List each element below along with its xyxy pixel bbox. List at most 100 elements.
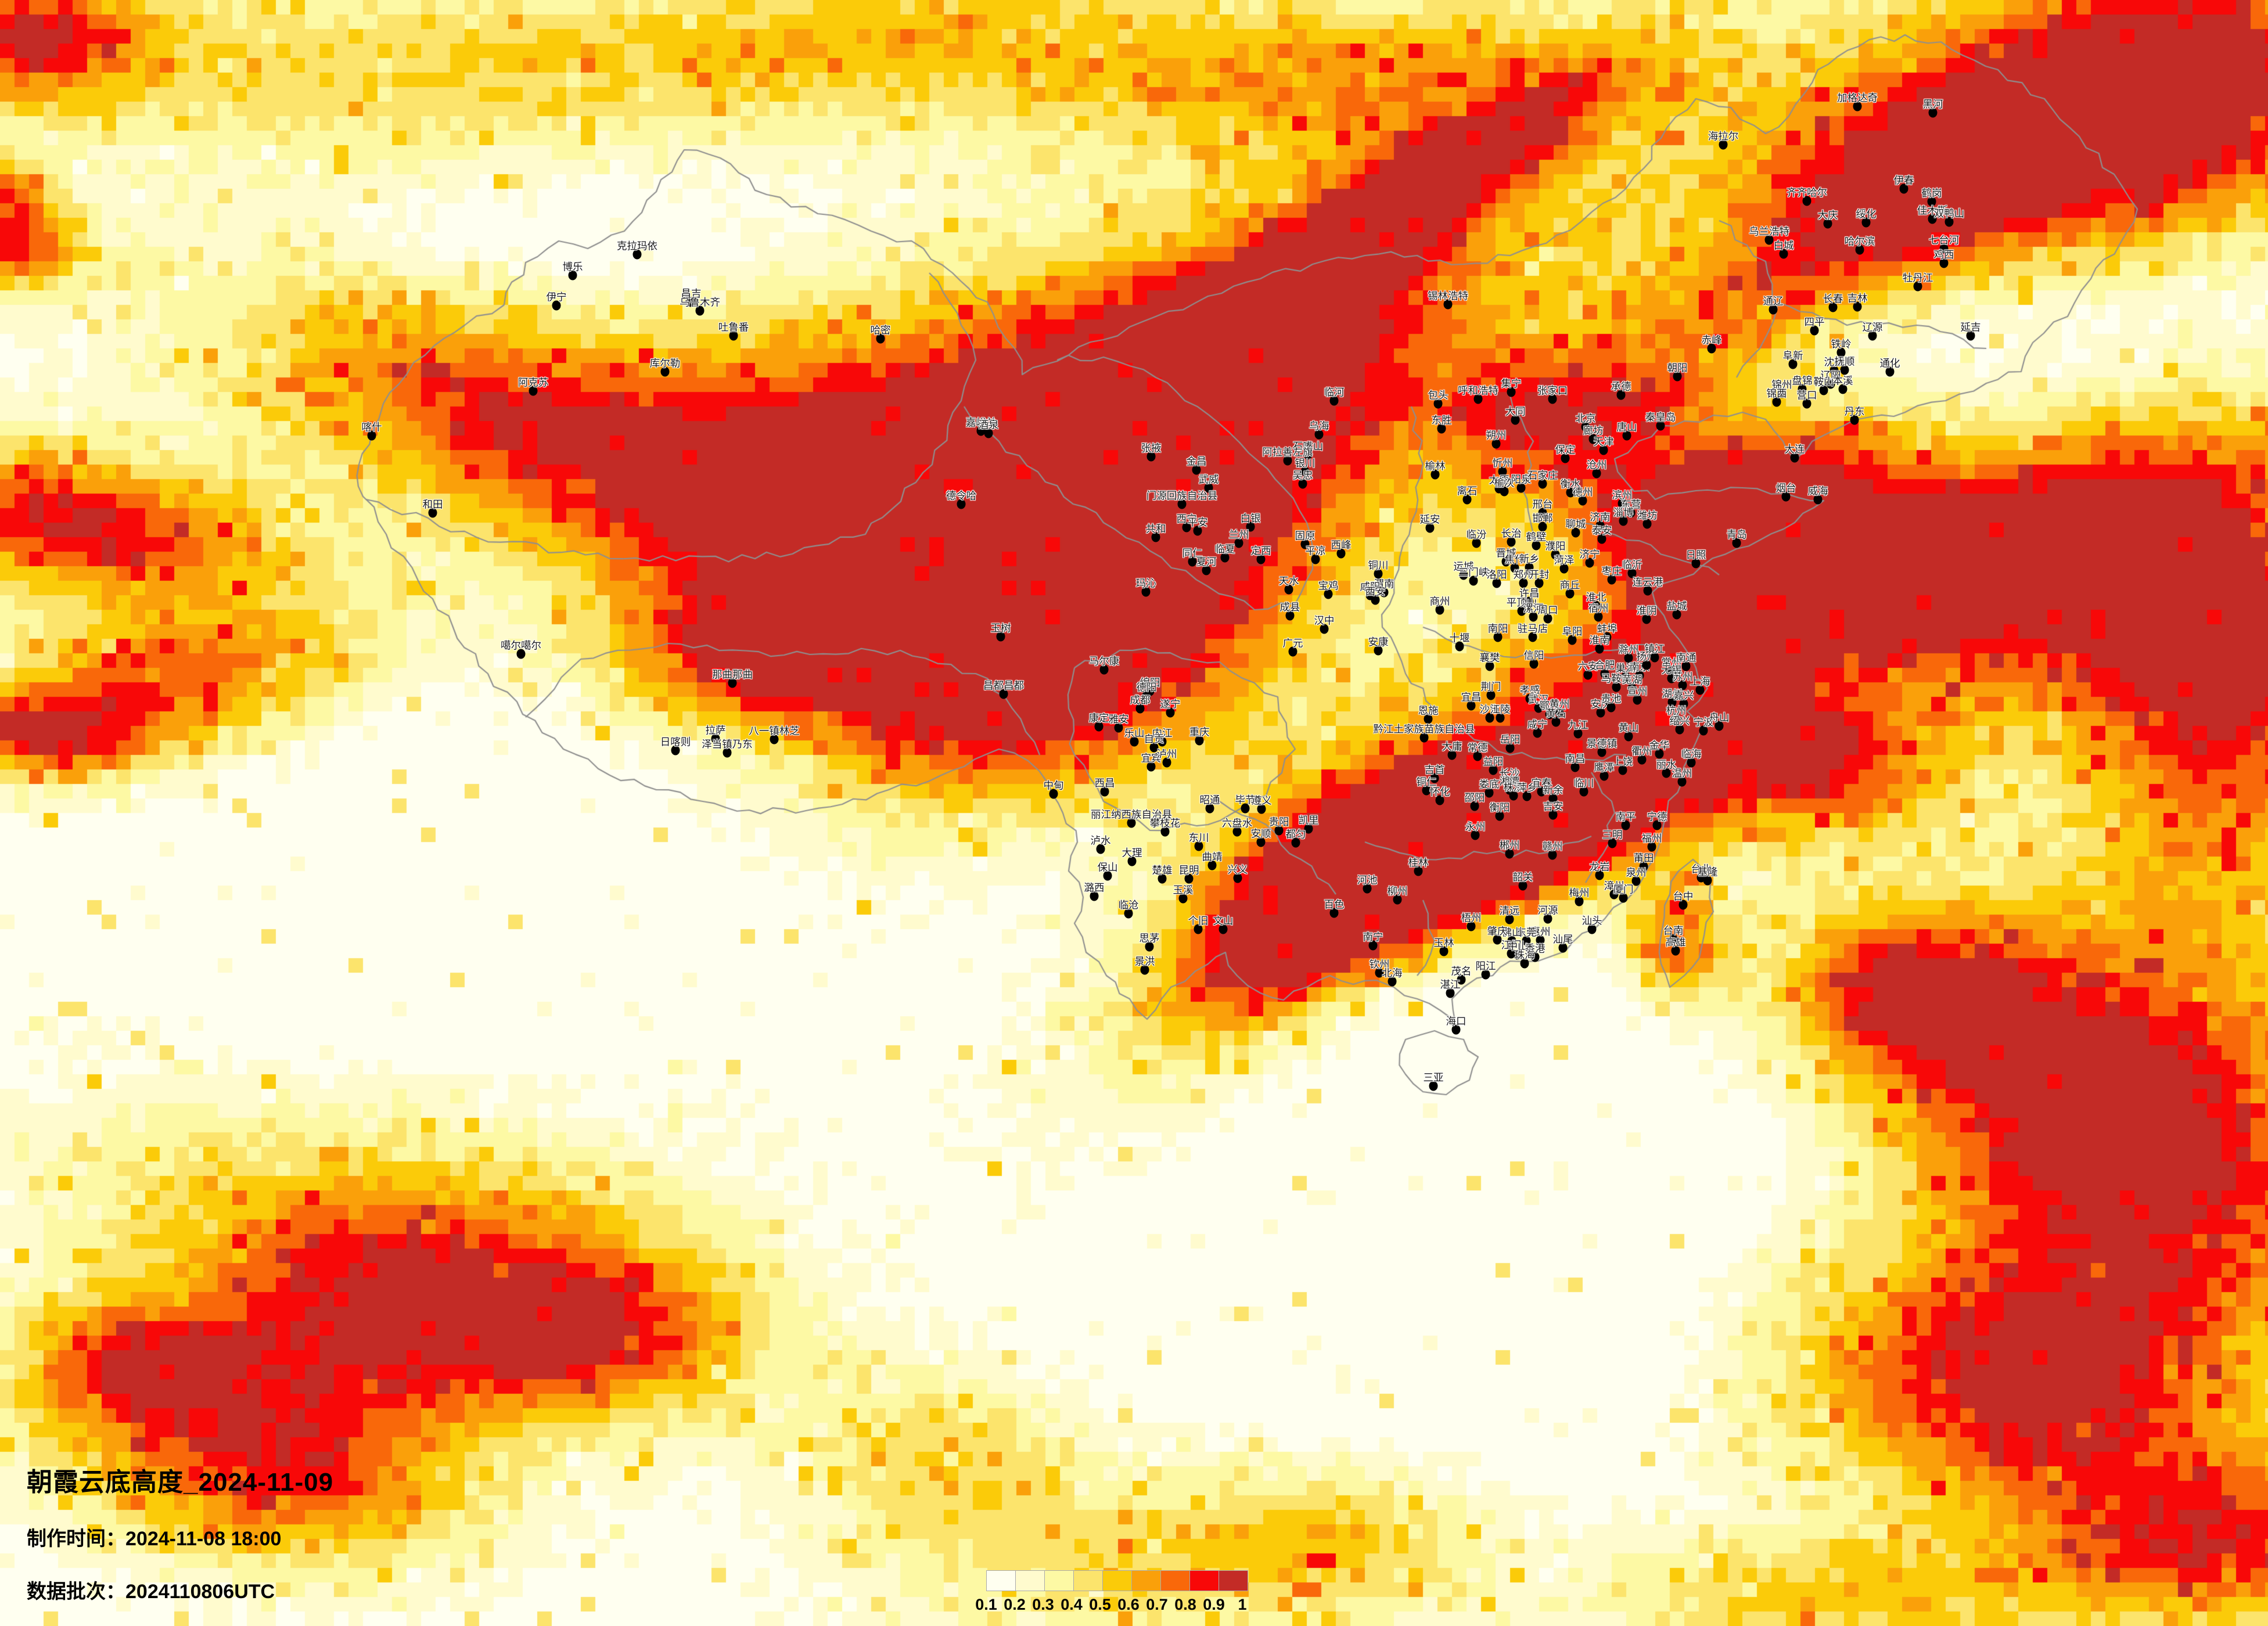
city-marker-保山: 保山	[1098, 862, 1118, 881]
legend-box-0.8	[1189, 1570, 1219, 1591]
city-marker-乌鲁木齐: 乌鲁木齐	[680, 297, 720, 316]
city-label: 平凉	[1305, 545, 1326, 556]
city-label: 柳州	[1387, 885, 1408, 897]
city-dot	[1513, 949, 1522, 960]
city-dot	[1790, 452, 1799, 463]
city-dot	[1621, 820, 1630, 830]
city-marker-临汾: 临汾	[1467, 529, 1487, 548]
city-label: 曲靖	[1202, 851, 1223, 862]
city-marker-个旧: 个旧	[1188, 915, 1209, 934]
city-marker-石家庄: 石家庄	[1527, 470, 1558, 489]
city-dot	[1772, 397, 1781, 407]
city-label: 天水	[1278, 575, 1299, 587]
city-label: 韶关	[1512, 871, 1533, 883]
city-marker-宜春: 宜春	[1532, 778, 1552, 797]
city-dot	[1618, 765, 1627, 775]
city-marker-乌海: 乌海	[1309, 420, 1329, 440]
city-dot	[1336, 548, 1346, 559]
city-label: 吉林	[1847, 292, 1868, 304]
city-dot	[1166, 707, 1175, 718]
city-dot	[1291, 837, 1300, 848]
legend-box-0.3	[1044, 1570, 1074, 1591]
city-label: 黄石	[1545, 707, 1566, 719]
city-dot	[1607, 574, 1616, 585]
city-label: 福州	[1641, 832, 1662, 844]
city-dot	[1855, 244, 1864, 255]
city-label: 安庆	[1590, 698, 1611, 710]
city-label: 惠州	[1530, 926, 1551, 937]
city-dot	[1162, 757, 1171, 768]
city-label: 清远	[1499, 905, 1520, 916]
city-label: 商州	[1429, 595, 1450, 607]
city-marker-昭通: 昭通	[1200, 794, 1220, 814]
city-dot	[1388, 976, 1397, 987]
city-label: 思茅	[1139, 932, 1160, 944]
city-dot	[1492, 578, 1501, 588]
city-marker-北海: 北海	[1382, 967, 1403, 987]
city-dot	[1819, 385, 1828, 395]
city-label: 宜春	[1531, 777, 1552, 789]
city-marker-沈阳: 沈阳	[1824, 357, 1845, 376]
city-label: 渭南	[1374, 578, 1394, 589]
city-label: 盐城	[1666, 600, 1687, 611]
city-marker-那曲那曲: 那曲那曲	[712, 669, 753, 688]
city-dot	[1256, 837, 1266, 847]
city-dot	[1374, 645, 1383, 656]
city-label: 昌都昌都	[983, 679, 1024, 691]
city-dot	[1525, 562, 1534, 573]
city-dot	[1537, 786, 1546, 797]
city-label: 玉林	[1433, 937, 1454, 948]
city-dot	[1719, 139, 1728, 150]
city-label: 东胜	[1431, 414, 1452, 426]
city-dot	[1177, 499, 1187, 509]
city-marker-泉州: 泉州	[1626, 867, 1647, 886]
city-marker-湖州: 湖州	[1662, 688, 1683, 707]
city-marker-南宁: 南宁	[1363, 931, 1383, 951]
city-marker-平安: 平安	[1188, 517, 1208, 536]
city-dot	[1182, 522, 1191, 533]
city-marker-香港: 香港	[1525, 943, 1545, 962]
city-label: 马尔康	[1088, 655, 1120, 667]
city-marker-铁岭: 铁岭	[1831, 339, 1852, 358]
city-label: 六盘水	[1221, 817, 1253, 829]
city-marker-毕节: 毕节	[1235, 794, 1256, 814]
city-label: 锡林浩特	[1428, 290, 1468, 301]
city-marker-阳泉: 阳泉	[1511, 474, 1532, 493]
city-marker-巢湖: 巢湖	[1616, 663, 1636, 682]
city-dot	[1813, 494, 1823, 505]
city-dot	[1425, 523, 1435, 533]
city-dot	[1489, 765, 1498, 775]
city-label: 延安	[1419, 513, 1440, 525]
city-label: 梅州	[1569, 887, 1590, 898]
city-marker-福州: 福州	[1642, 833, 1662, 852]
city-marker-铜仁: 铜仁	[1417, 776, 1437, 796]
city-label: 日照	[1685, 549, 1706, 560]
city-dot	[1049, 789, 1058, 799]
city-label: 共和	[1145, 523, 1166, 534]
city-dot	[1241, 803, 1250, 814]
city-dot	[1094, 721, 1104, 732]
city-label: 南平	[1615, 811, 1636, 822]
city-marker-漳州: 漳州	[1604, 880, 1624, 900]
city-label: 淮阴	[1636, 605, 1657, 616]
city-marker-景洪: 景洪	[1135, 956, 1155, 975]
city-dot	[1320, 624, 1329, 634]
city-marker-凯里: 凯里	[1299, 815, 1319, 834]
city-dot	[1507, 537, 1516, 547]
city-dot	[1435, 795, 1444, 805]
city-label: 日喀则	[660, 736, 691, 747]
city-label: 哈密	[870, 324, 891, 336]
city-dot	[1507, 936, 1516, 946]
city-marker-晋城: 晋城	[1496, 548, 1516, 567]
city-marker-榆次: 榆次	[1494, 477, 1515, 497]
city-dot	[1493, 934, 1502, 945]
city-dot	[1687, 757, 1696, 768]
city-marker-吴忠: 吴忠	[1293, 470, 1313, 489]
city-dot	[1496, 713, 1505, 723]
city-label: 成县	[1279, 601, 1300, 613]
city-marker-长春: 长春	[1823, 293, 1843, 312]
map-title: 朝霞云底高度_2024-11-09	[27, 1468, 334, 1497]
city-marker-张家口: 张家口	[1537, 385, 1568, 404]
city-marker-成都: 成都	[1130, 695, 1151, 714]
city-dot	[1462, 494, 1472, 505]
